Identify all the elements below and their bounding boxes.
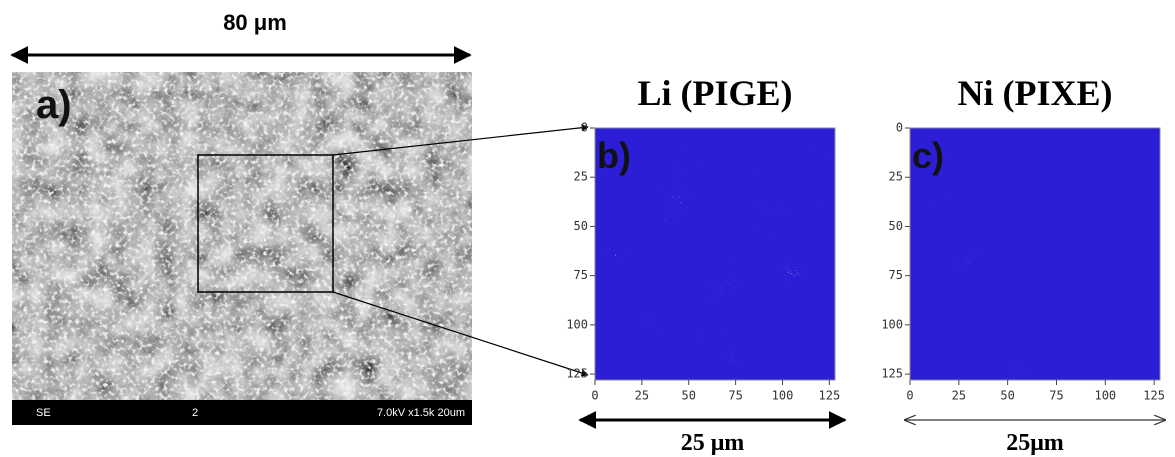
panel-label: c) <box>912 135 944 176</box>
sem-mode: SE <box>36 407 51 419</box>
y-tick-label: 75 <box>889 268 903 282</box>
x-tick-label: 0 <box>591 389 598 403</box>
y-tick-label: 0 <box>581 121 588 135</box>
map-signal <box>595 128 835 380</box>
sem-texture <box>12 72 472 400</box>
y-tick-label: 125 <box>566 367 588 381</box>
map-title: Ni (PIXE) <box>958 73 1113 113</box>
x-tick-label: 50 <box>1000 389 1014 403</box>
x-tick-label: 100 <box>772 389 794 403</box>
map-signal <box>910 128 1160 380</box>
x-tick-label: 75 <box>728 389 742 403</box>
y-tick-label: 100 <box>881 317 903 331</box>
y-tick-label: 75 <box>574 268 588 282</box>
x-tick-label: 125 <box>1143 389 1165 403</box>
panel-label: b) <box>597 135 631 176</box>
x-tick-label: 25 <box>952 389 966 403</box>
y-tick-label: 0 <box>896 121 903 135</box>
scale-label: 25 μm <box>681 430 745 456</box>
y-tick-label: 100 <box>566 317 588 331</box>
sem-settings: 7.0kV x1.5k 20um <box>377 407 465 419</box>
y-tick-label: 25 <box>889 170 903 184</box>
scale-label: 25μm <box>1006 430 1064 456</box>
x-tick-label: 0 <box>906 389 913 403</box>
y-tick-label: 25 <box>574 170 588 184</box>
panel-label: a) <box>36 83 72 127</box>
x-tick-label: 100 <box>1094 389 1116 403</box>
x-tick-label: 25 <box>635 389 649 403</box>
y-tick-label: 50 <box>574 219 588 233</box>
y-tick-label: 50 <box>889 219 903 233</box>
sem-number: 2 <box>192 407 198 419</box>
y-tick-label: 125 <box>881 367 903 381</box>
x-tick-label: 125 <box>819 389 841 403</box>
scale-label: 80 μm <box>223 10 287 35</box>
x-tick-label: 50 <box>682 389 696 403</box>
x-tick-label: 75 <box>1049 389 1063 403</box>
map-title: Li (PIGE) <box>637 73 792 113</box>
figure: 80 μm SE 2 7.0kV x1.5k 20um a) Li (PIGE)… <box>0 0 1175 457</box>
